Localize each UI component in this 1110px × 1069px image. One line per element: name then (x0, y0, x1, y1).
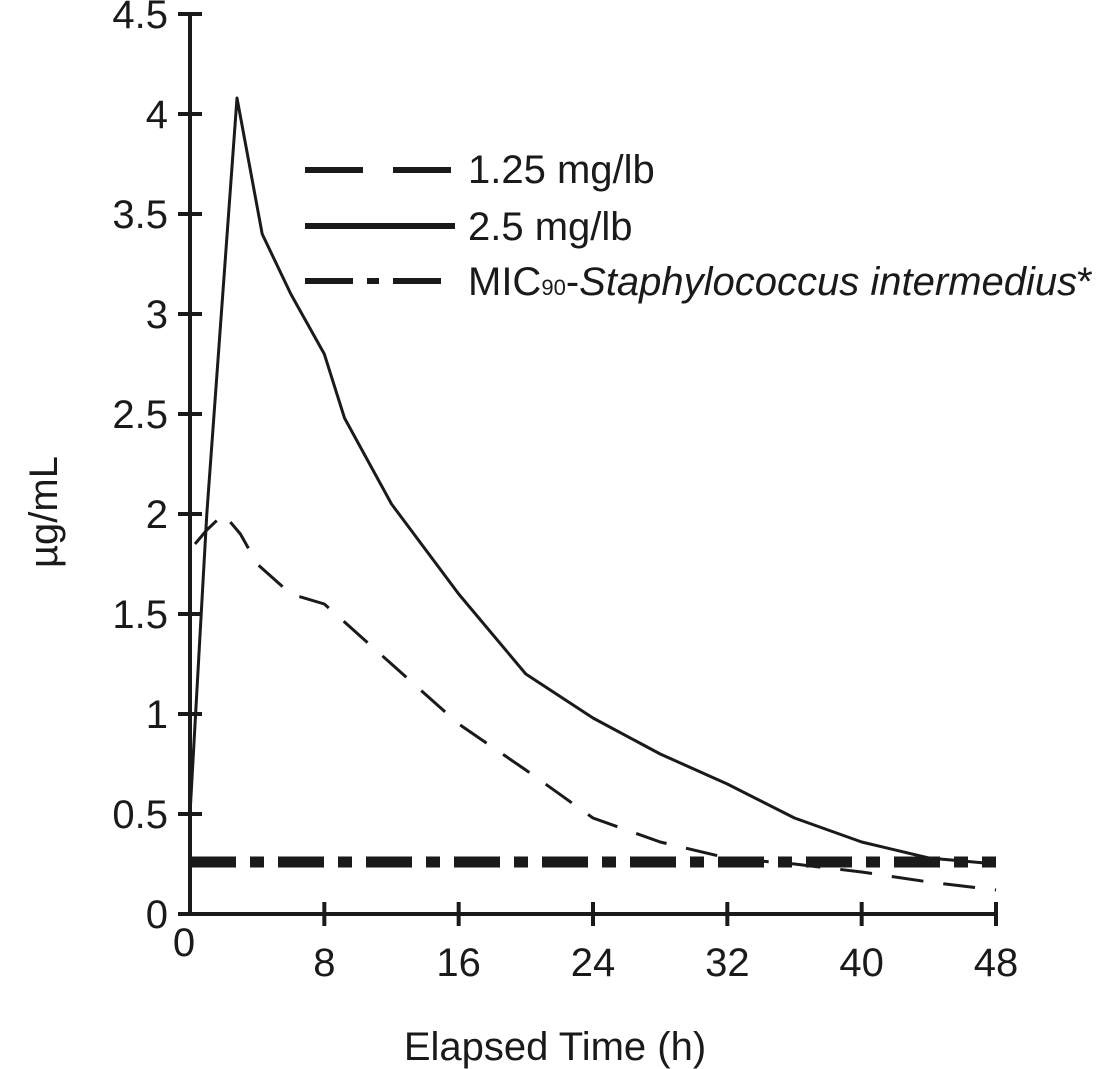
y-tick-label: 4.5 (112, 0, 168, 37)
y-tick-label: 2 (146, 493, 168, 537)
x-tick-label: 16 (436, 941, 481, 985)
series-layer (188, 96, 997, 892)
y-tick-label: 2.5 (112, 393, 168, 437)
legend-label-1-25-mg-lb: 1.25 mg/lb (468, 148, 655, 192)
x-tick-label: 40 (839, 941, 884, 985)
y-tick-label: 1.5 (112, 593, 168, 637)
legend-mic-organism: Staphylococcus intermedius (579, 260, 1077, 304)
x-tick-label: 32 (705, 941, 750, 985)
series-line-1-25-mg-lb (193, 512, 997, 892)
y-ticks: 0 0.5 1 1.5 2 2.5 3 3.5 4 4.5 (112, 0, 202, 937)
x-axis-title: Elapsed Time (h) (404, 1025, 706, 1069)
legend-label-2-5-mg-lb: 2.5 mg/lb (468, 205, 633, 249)
x-ticks: 0 8 16 24 32 40 48 (173, 902, 1018, 985)
y-tick-label: 4 (146, 93, 168, 137)
series-line-2-5-mg-lb (188, 96, 997, 866)
legend-mic-prefix: MIC (468, 260, 541, 304)
y-tick-label: 1 (146, 693, 168, 737)
legend: 1.25 mg/lb 2.5 mg/lb MIC90-Staphylococcu… (305, 148, 1093, 304)
x-tick-label: 8 (313, 941, 335, 985)
legend-mic-subscript: 90 (541, 275, 565, 300)
y-tick-label: 3.5 (112, 193, 168, 237)
legend-label-mic90: MIC90-Staphylococcus intermedius* (468, 260, 1093, 304)
y-tick-label: 0 (146, 893, 168, 937)
y-tick-label: 0.5 (112, 793, 168, 837)
legend-mic-separator: - (566, 260, 579, 304)
x-tick-label: 24 (571, 941, 616, 985)
axes: 0 0.5 1 1.5 2 2.5 3 3.5 4 4.5 0 8 16 24 32 40 48 (112, 0, 1018, 985)
y-tick-label: 3 (146, 293, 168, 337)
y-axis-title: µg/mL (22, 456, 66, 568)
x-tick-label: 0 (173, 921, 195, 965)
legend-mic-suffix: * (1077, 260, 1093, 304)
x-tick-label: 48 (974, 941, 1019, 985)
